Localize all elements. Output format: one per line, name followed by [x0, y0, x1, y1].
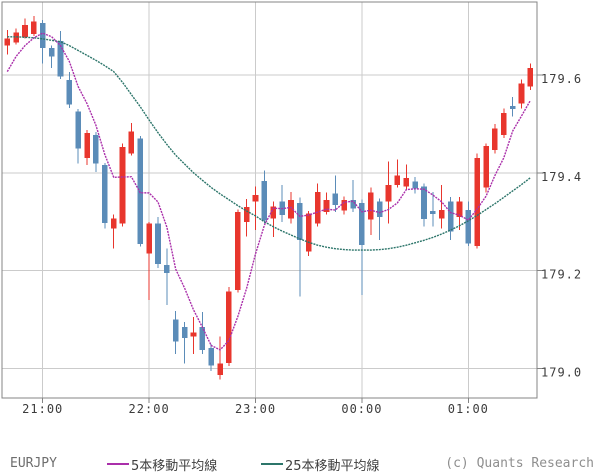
candle-body [199, 326, 206, 350]
x-tick-label: 21:00 [22, 402, 63, 416]
candle-body [234, 211, 241, 291]
y-tick-label: 179.6 [541, 72, 582, 86]
candle-body [172, 319, 179, 342]
candle-body [297, 203, 303, 240]
ma25-legend-swatch [261, 463, 283, 465]
x-tick-label: 23:00 [235, 402, 276, 416]
candle-body [314, 191, 321, 224]
candle-body [323, 200, 330, 212]
candle-body [341, 200, 347, 211]
candle-body [22, 25, 28, 37]
candle-body [243, 207, 250, 222]
candle-body [57, 40, 64, 77]
candle-body [412, 181, 418, 189]
candle-body [447, 201, 454, 232]
candle-body [492, 128, 498, 150]
candle-body [518, 83, 525, 104]
y-tick-label: 179.4 [541, 170, 582, 184]
y-tick-label: 179.2 [541, 268, 582, 282]
x-tick-label: 00:00 [341, 402, 382, 416]
candle-body [465, 210, 472, 244]
candle-body [31, 21, 37, 34]
x-tick-label: 22:00 [129, 402, 170, 416]
candle-body [288, 200, 294, 219]
candle-body [101, 165, 108, 224]
candle-body [403, 178, 410, 187]
candle-body [483, 145, 489, 188]
candle-body [252, 194, 259, 202]
candle-body [261, 181, 268, 221]
candle-body [208, 347, 214, 366]
candle-body [84, 133, 90, 159]
candle-body [137, 138, 144, 244]
candle-body [421, 186, 427, 219]
candle-body [217, 363, 223, 375]
candle-body [4, 38, 11, 46]
candle-body [350, 200, 356, 209]
candle-body [128, 131, 135, 154]
candle-body [181, 326, 188, 339]
candle-body [438, 210, 445, 219]
copyright-label: (c) Quants Research [445, 456, 594, 471]
candle-body [93, 135, 99, 164]
candle-body [110, 218, 117, 229]
candle-body [270, 206, 277, 219]
ma25-line [7, 36, 531, 251]
candle-body [119, 146, 126, 224]
ma5-legend-label: 5本移動平均線 [131, 459, 218, 474]
candle-body [75, 111, 81, 149]
symbol-label: EURJPY [10, 456, 57, 471]
candle-body [66, 79, 73, 105]
candle-body [501, 113, 507, 136]
candle-body [48, 48, 55, 57]
candle-body [13, 32, 19, 43]
candle-body [509, 105, 516, 110]
x-tick-label: 01:00 [448, 402, 489, 416]
candle-body [39, 23, 46, 49]
ma25-legend-label: 25本移動平均線 [285, 459, 380, 474]
candle-body [430, 210, 436, 214]
candle-body [367, 192, 374, 220]
candle-body [226, 291, 232, 364]
candle-body [359, 203, 365, 245]
candle-body [527, 68, 534, 87]
candle-body [385, 185, 392, 202]
plot-border [1, 1, 538, 399]
candle-body [474, 158, 481, 247]
candle-body [146, 223, 152, 254]
candle-body [332, 193, 339, 206]
ma5-legend-swatch [107, 463, 129, 465]
candle-body [305, 213, 312, 252]
candle-body [164, 264, 170, 274]
candle-body [376, 201, 383, 217]
candle-body [456, 201, 463, 217]
candle-body [155, 223, 161, 264]
candle-body [394, 175, 401, 186]
ma5-line [6, 32, 532, 351]
y-tick-label: 179.0 [541, 366, 582, 380]
candle-body [190, 332, 197, 337]
